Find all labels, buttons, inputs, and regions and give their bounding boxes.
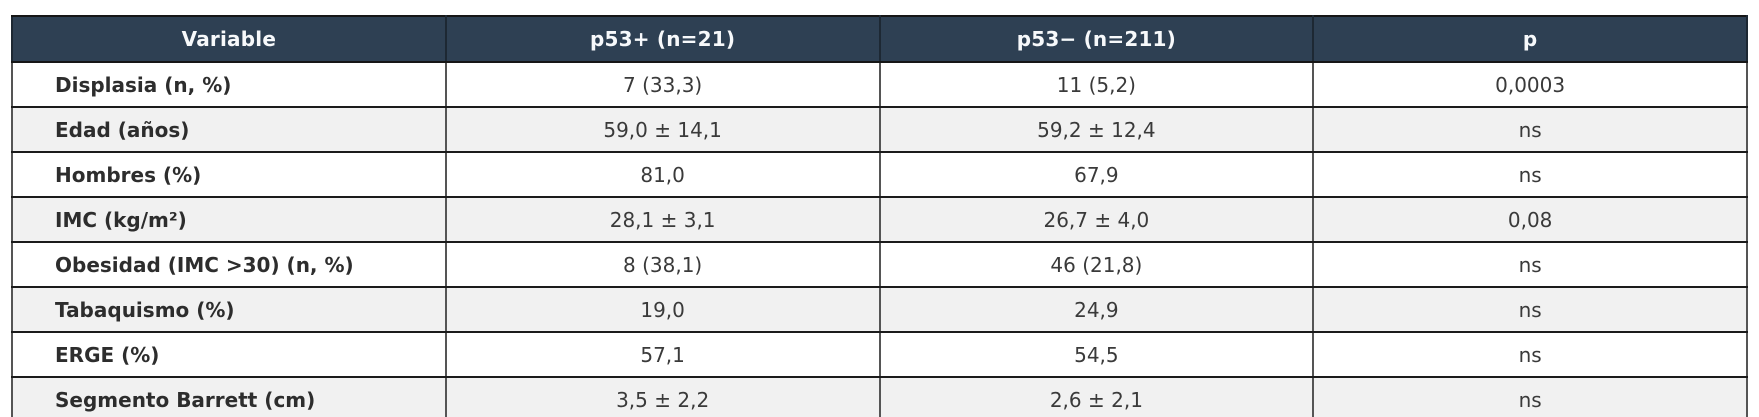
cell-p53-negative: 46 (21,8) [878, 241, 1315, 288]
column-header-variable: Variable [11, 15, 447, 63]
cell-p53-positive: 8 (38,1) [444, 241, 881, 288]
cell-p53-positive: 7 (33,3) [444, 61, 881, 108]
cell-p53-negative: 67,9 [878, 151, 1315, 198]
cell-p-value: ns [1312, 241, 1748, 288]
cell-p53-negative: 24,9 [878, 286, 1315, 333]
cell-p53-positive: 57,1 [444, 331, 881, 378]
column-header-p53-positive: p53+ (n=21) [444, 15, 881, 63]
row-label: Segmento Barrett (cm) [11, 376, 447, 417]
row-label: Displasia (n, %) [11, 61, 447, 108]
header-row: Variable p53+ (n=21) p53− (n=211) p [11, 15, 1748, 63]
cell-p-value: ns [1312, 331, 1748, 378]
table-row-tabaquismo: Tabaquismo (%) 19,0 24,9 ns [11, 286, 1748, 333]
table-row-hombres: Hombres (%) 81,0 67,9 ns [11, 151, 1748, 198]
cell-p-value: 0,08 [1312, 196, 1748, 243]
cell-p53-positive: 81,0 [444, 151, 881, 198]
table-row-erge: ERGE (%) 57,1 54,5 ns [11, 331, 1748, 378]
p53-comparison-table: Variable p53+ (n=21) p53− (n=211) p Disp… [11, 15, 1748, 417]
cell-p-value: 0,0003 [1312, 61, 1748, 108]
cell-p53-positive: 3,5 ± 2,2 [444, 376, 881, 417]
table-row-displasia: Displasia (n, %) 7 (33,3) 11 (5,2) 0,000… [11, 61, 1748, 108]
cell-p-value: ns [1312, 151, 1748, 198]
table-row-edad: Edad (años) 59,0 ± 14,1 59,2 ± 12,4 ns [11, 106, 1748, 153]
row-label: ERGE (%) [11, 331, 447, 378]
table-row-segmento-barrett: Segmento Barrett (cm) 3,5 ± 2,2 2,6 ± 2,… [11, 376, 1748, 417]
cell-p53-positive: 19,0 [444, 286, 881, 333]
row-label: Obesidad (IMC >30) (n, %) [11, 241, 447, 288]
row-label: Edad (años) [11, 106, 447, 153]
cell-p-value: ns [1312, 376, 1748, 417]
table-row-imc: IMC (kg/m²) 28,1 ± 3,1 26,7 ± 4,0 0,08 [11, 196, 1748, 243]
table-row-obesidad: Obesidad (IMC >30) (n, %) 8 (38,1) 46 (2… [11, 241, 1748, 288]
row-label: Tabaquismo (%) [11, 286, 447, 333]
cell-p53-negative: 26,7 ± 4,0 [878, 196, 1315, 243]
cell-p-value: ns [1312, 286, 1748, 333]
row-label: Hombres (%) [11, 151, 447, 198]
cell-p53-positive: 28,1 ± 3,1 [444, 196, 881, 243]
row-label: IMC (kg/m²) [11, 196, 447, 243]
cell-p53-positive: 59,0 ± 14,1 [444, 106, 881, 153]
column-header-p53-negative: p53− (n=211) [878, 15, 1315, 63]
column-header-p-value: p [1312, 15, 1748, 63]
cell-p53-negative: 2,6 ± 2,1 [878, 376, 1315, 417]
cell-p53-negative: 59,2 ± 12,4 [878, 106, 1315, 153]
cell-p53-negative: 54,5 [878, 331, 1315, 378]
cell-p53-negative: 11 (5,2) [878, 61, 1315, 108]
cell-p-value: ns [1312, 106, 1748, 153]
